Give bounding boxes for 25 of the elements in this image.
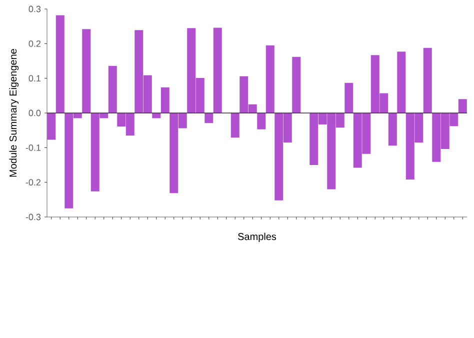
y-tick-label: -0.3 bbox=[26, 214, 41, 220]
bar bbox=[344, 82, 354, 113]
y-tick-label: -0.1 bbox=[26, 144, 41, 151]
y-tick-label: 0.1 bbox=[28, 75, 41, 82]
bar bbox=[82, 29, 91, 113]
bar bbox=[47, 113, 56, 140]
bar bbox=[56, 15, 64, 113]
y-tick-label: -0.2 bbox=[26, 179, 41, 186]
bar bbox=[108, 66, 117, 113]
bar bbox=[397, 52, 406, 113]
bar bbox=[292, 56, 301, 113]
bar bbox=[160, 87, 170, 113]
bar bbox=[204, 113, 214, 124]
bar bbox=[213, 28, 222, 113]
x-axis-title: Samples bbox=[238, 232, 276, 242]
bar bbox=[388, 113, 397, 146]
y-axis-title: Module Summary Eigengene bbox=[9, 49, 19, 177]
y-tick-label: 0.3 bbox=[28, 6, 41, 12]
bar bbox=[230, 113, 240, 138]
bar bbox=[458, 99, 467, 113]
bar bbox=[257, 113, 266, 130]
y-tick-label: 0.0 bbox=[28, 110, 41, 116]
bar bbox=[423, 48, 432, 113]
y-tick-label: 0.2 bbox=[28, 40, 41, 47]
bar bbox=[266, 45, 274, 113]
